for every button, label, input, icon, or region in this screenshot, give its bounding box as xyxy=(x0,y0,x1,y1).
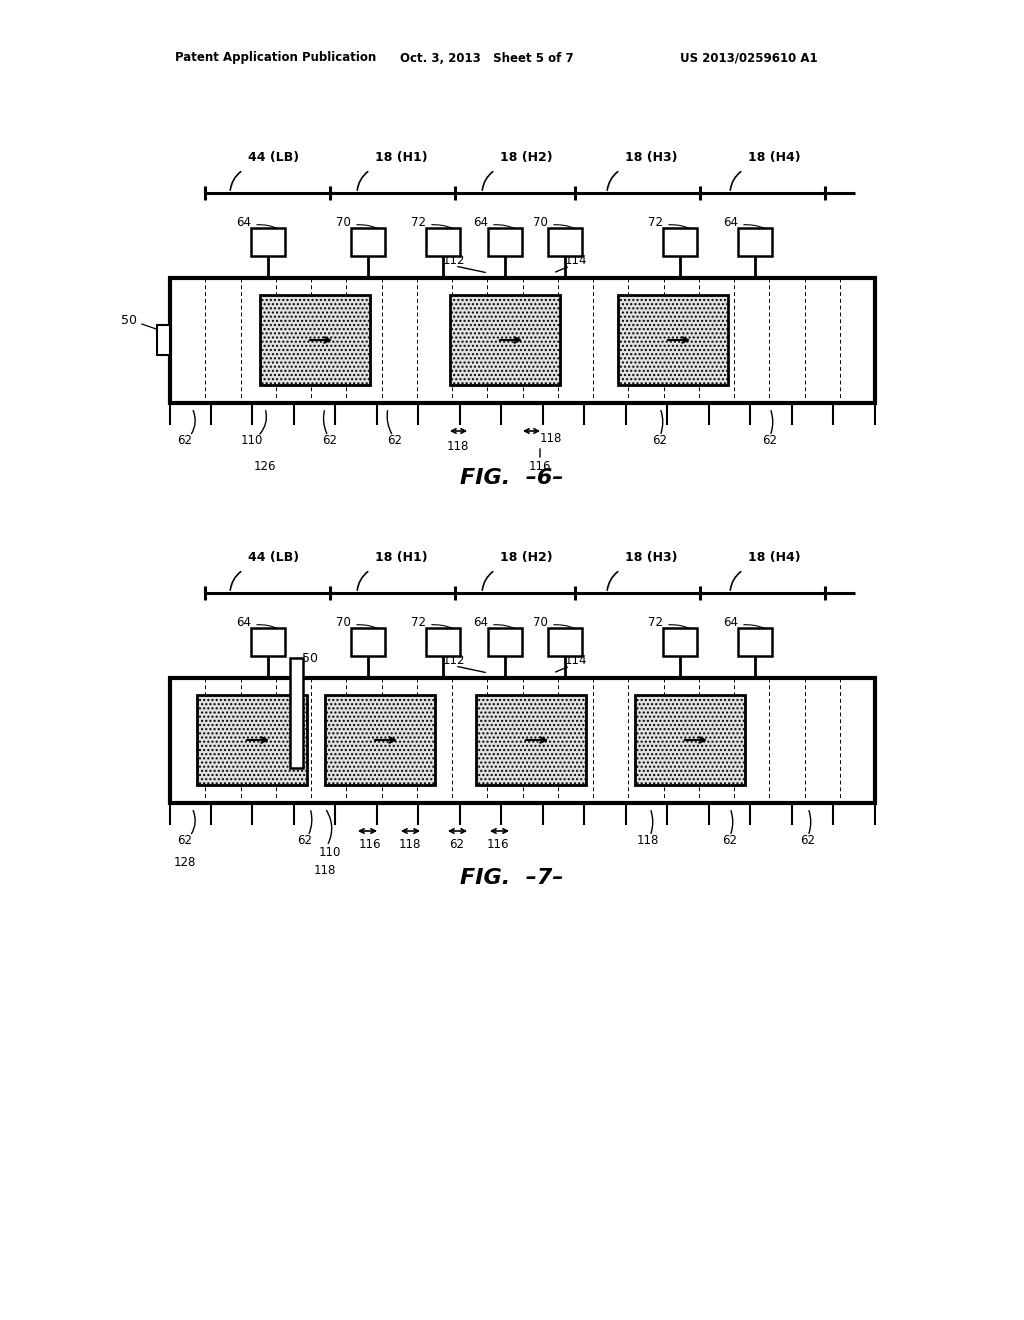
Bar xyxy=(157,325,170,355)
Bar xyxy=(488,228,522,256)
Text: 62: 62 xyxy=(387,434,402,447)
Text: 112: 112 xyxy=(443,255,466,268)
Text: 126: 126 xyxy=(254,459,276,473)
Text: 114: 114 xyxy=(565,655,588,668)
Text: 112: 112 xyxy=(443,655,466,668)
Text: Oct. 3, 2013   Sheet 5 of 7: Oct. 3, 2013 Sheet 5 of 7 xyxy=(400,51,573,65)
Text: 18 (H4): 18 (H4) xyxy=(748,552,801,565)
Text: 64: 64 xyxy=(723,616,738,630)
Bar xyxy=(170,279,874,403)
Text: 62: 62 xyxy=(177,434,193,447)
Text: 118: 118 xyxy=(313,863,336,876)
Bar xyxy=(738,228,772,256)
Text: 70: 70 xyxy=(336,616,351,630)
Text: 72: 72 xyxy=(648,616,663,630)
Text: 62: 62 xyxy=(323,434,338,447)
Text: 118: 118 xyxy=(540,433,562,446)
Text: 116: 116 xyxy=(486,837,509,850)
Text: 64: 64 xyxy=(236,616,251,630)
Text: 114: 114 xyxy=(565,255,588,268)
Text: 72: 72 xyxy=(411,216,426,230)
Text: 62: 62 xyxy=(652,434,668,447)
Bar xyxy=(663,628,697,656)
Bar xyxy=(663,228,697,256)
Bar xyxy=(426,628,460,656)
Text: 18 (H2): 18 (H2) xyxy=(500,552,553,565)
Bar xyxy=(488,628,522,656)
Text: 118: 118 xyxy=(398,837,421,850)
Text: 44 (LB): 44 (LB) xyxy=(248,152,299,165)
Text: 62: 62 xyxy=(450,837,465,850)
Text: 18 (H4): 18 (H4) xyxy=(748,152,801,165)
Text: 62: 62 xyxy=(723,834,737,847)
Bar xyxy=(738,628,772,656)
Bar xyxy=(251,228,285,256)
Text: 64: 64 xyxy=(473,616,488,630)
Bar xyxy=(260,294,370,385)
Text: 44 (LB): 44 (LB) xyxy=(248,552,299,565)
Text: 110: 110 xyxy=(241,434,263,447)
Text: 50: 50 xyxy=(121,314,137,326)
Text: 62: 62 xyxy=(298,834,312,847)
Text: 110: 110 xyxy=(318,846,341,859)
Text: 116: 116 xyxy=(528,459,551,473)
Text: 118: 118 xyxy=(446,440,469,453)
Text: 62: 62 xyxy=(177,834,193,847)
Text: 70: 70 xyxy=(534,216,548,230)
Bar xyxy=(351,628,385,656)
Bar xyxy=(325,696,435,785)
Bar xyxy=(548,228,582,256)
Text: 128: 128 xyxy=(174,857,197,870)
Text: 72: 72 xyxy=(648,216,663,230)
Bar xyxy=(251,628,285,656)
Text: 72: 72 xyxy=(411,616,426,630)
Text: 62: 62 xyxy=(801,834,815,847)
Text: 118: 118 xyxy=(637,834,659,847)
Bar xyxy=(476,696,586,785)
Bar xyxy=(170,678,874,803)
Bar xyxy=(290,657,303,768)
Text: 64: 64 xyxy=(236,216,251,230)
Text: 18 (H1): 18 (H1) xyxy=(375,152,428,165)
Bar xyxy=(618,294,728,385)
Text: 64: 64 xyxy=(723,216,738,230)
Bar xyxy=(351,228,385,256)
Text: 62: 62 xyxy=(763,434,777,447)
Text: 18 (H3): 18 (H3) xyxy=(625,552,678,565)
Text: US 2013/0259610 A1: US 2013/0259610 A1 xyxy=(680,51,817,65)
Bar xyxy=(635,696,745,785)
Text: 70: 70 xyxy=(336,216,351,230)
Text: Patent Application Publication: Patent Application Publication xyxy=(175,51,376,65)
Text: 18 (H2): 18 (H2) xyxy=(500,152,553,165)
Text: FIG.  –6–: FIG. –6– xyxy=(460,469,564,488)
Text: 50: 50 xyxy=(302,652,318,665)
Text: FIG.  –7–: FIG. –7– xyxy=(460,869,564,888)
Text: 116: 116 xyxy=(358,837,381,850)
Bar xyxy=(450,294,560,385)
Text: 64: 64 xyxy=(473,216,488,230)
Bar xyxy=(197,696,307,785)
Text: 18 (H1): 18 (H1) xyxy=(375,552,428,565)
Text: 70: 70 xyxy=(534,616,548,630)
Bar xyxy=(426,228,460,256)
Bar xyxy=(548,628,582,656)
Text: 18 (H3): 18 (H3) xyxy=(625,152,678,165)
